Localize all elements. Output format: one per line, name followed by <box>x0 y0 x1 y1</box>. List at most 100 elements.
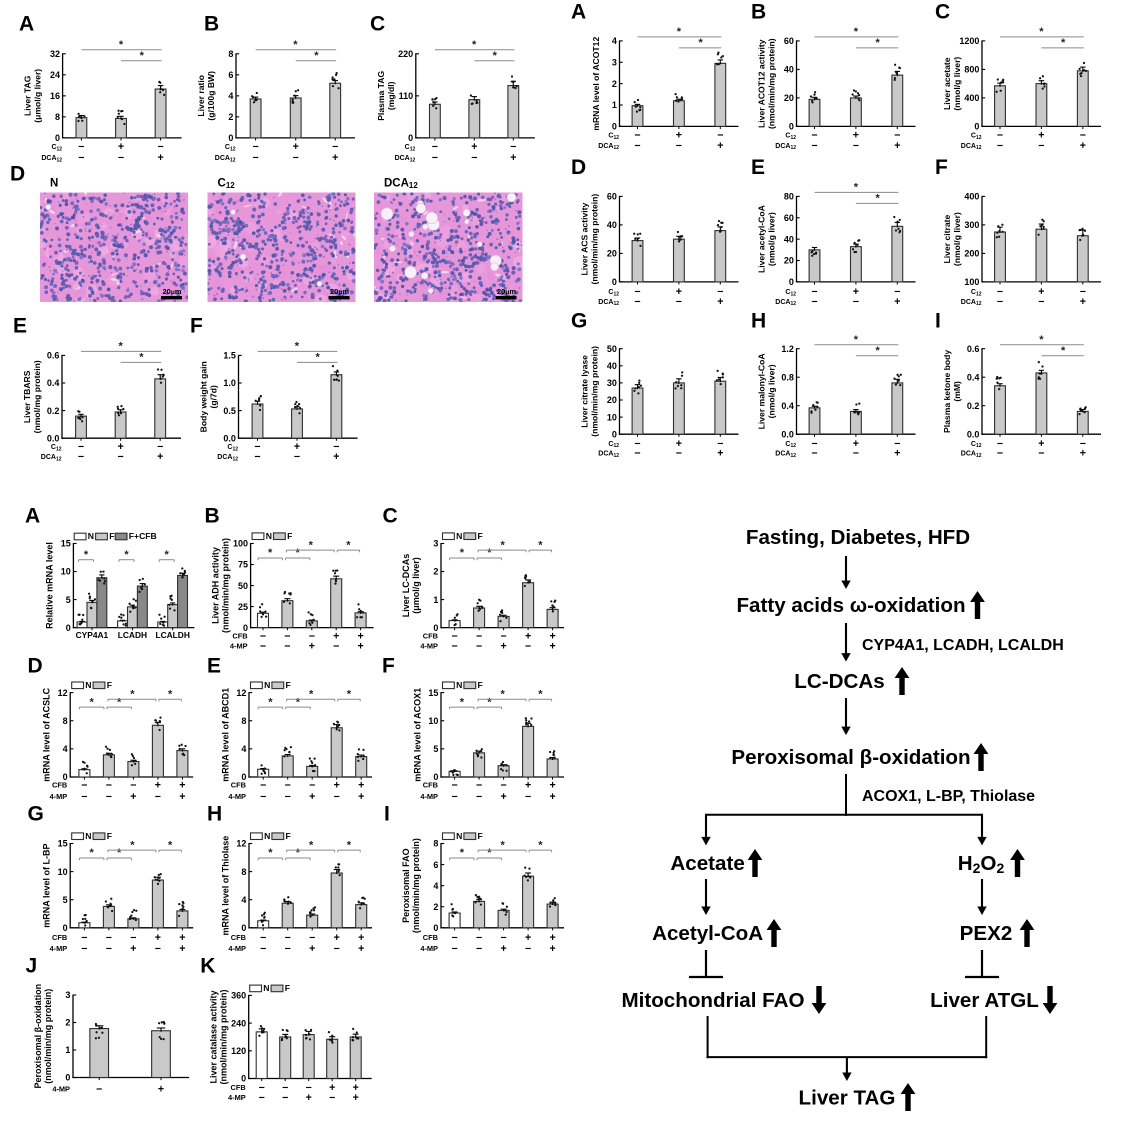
svg-text:20μm: 20μm <box>330 287 349 296</box>
svg-text:−: − <box>334 791 340 803</box>
svg-text:+: + <box>155 779 161 791</box>
svg-text:Fasting, Diabetes, HFD: Fasting, Diabetes, HFD <box>746 526 970 549</box>
svg-text:+: + <box>309 641 315 653</box>
svg-text:15: 15 <box>428 688 438 698</box>
svg-text:H: H <box>207 803 222 826</box>
svg-text:+: + <box>118 441 124 453</box>
svg-text:*: * <box>168 688 173 700</box>
svg-text:E: E <box>13 315 27 338</box>
svg-text:+: + <box>334 932 340 944</box>
svg-text:20μm: 20μm <box>163 287 182 296</box>
svg-text:C12: C12 <box>405 144 416 152</box>
svg-text:300: 300 <box>964 220 979 230</box>
svg-text:−: − <box>293 152 299 164</box>
svg-text:Liver acetyl-CoA: Liver acetyl-CoA <box>757 205 767 273</box>
svg-text:*: * <box>460 547 465 559</box>
svg-text:0.5: 0.5 <box>223 406 236 416</box>
svg-text:DCA12: DCA12 <box>598 143 619 151</box>
svg-text:0: 0 <box>63 923 68 933</box>
svg-text:−: − <box>476 943 482 955</box>
svg-text:CFB: CFB <box>423 933 438 942</box>
svg-text:+: + <box>1080 448 1086 460</box>
svg-text:F+CFB: F+CFB <box>129 531 157 541</box>
svg-text:0: 0 <box>55 133 60 143</box>
svg-text:+: + <box>717 140 723 152</box>
svg-text:12: 12 <box>58 688 68 698</box>
svg-text:Relative mRNA level: Relative mRNA level <box>45 542 55 629</box>
svg-text:15: 15 <box>58 839 68 849</box>
svg-text:F: F <box>286 680 291 690</box>
svg-text:+: + <box>676 438 682 450</box>
svg-text:−: − <box>997 140 1003 152</box>
svg-text:4-MP: 4-MP <box>230 642 248 651</box>
svg-text:200: 200 <box>964 249 979 259</box>
svg-text:+: + <box>358 641 364 653</box>
svg-text:−: − <box>811 140 817 152</box>
svg-text:−: − <box>510 141 516 153</box>
svg-text:60: 60 <box>784 36 794 46</box>
svg-text:−: − <box>285 779 291 791</box>
svg-text:0.0: 0.0 <box>47 433 60 443</box>
svg-text:−: − <box>501 630 507 642</box>
svg-text:+: + <box>1080 140 1086 152</box>
svg-text:*: * <box>347 839 352 851</box>
svg-text:400: 400 <box>964 93 979 103</box>
svg-text:CFB: CFB <box>231 933 246 942</box>
svg-text:−: − <box>432 152 438 164</box>
svg-text:CFB: CFB <box>232 631 247 640</box>
svg-text:(μmol/g liver): (μmol/g liver) <box>411 557 421 614</box>
svg-text:(nmol/min/mg protein): (nmol/min/mg protein) <box>411 838 421 933</box>
svg-text:(nmol/mg protein): (nmol/mg protein) <box>32 360 42 433</box>
svg-text:F: F <box>107 680 112 690</box>
svg-text:N: N <box>50 178 58 190</box>
svg-text:Liver TAG: Liver TAG <box>23 75 33 116</box>
svg-text:*: * <box>124 549 129 561</box>
svg-text:0.4: 0.4 <box>781 401 794 411</box>
svg-text:DCA12: DCA12 <box>775 143 796 151</box>
svg-text:CFB: CFB <box>423 780 438 789</box>
svg-text:−: − <box>676 140 682 152</box>
svg-text:0.8: 0.8 <box>781 372 794 382</box>
svg-text:DCA12: DCA12 <box>775 451 796 459</box>
svg-text:+: + <box>550 791 556 803</box>
svg-text:−: − <box>285 791 291 803</box>
svg-text:C12: C12 <box>971 132 982 140</box>
svg-text:1.0: 1.0 <box>223 378 236 388</box>
svg-text:F: F <box>190 315 203 338</box>
svg-text:120: 120 <box>231 1046 246 1056</box>
svg-text:CFB: CFB <box>52 933 67 942</box>
svg-text:8: 8 <box>228 49 233 59</box>
svg-text:60: 60 <box>784 213 794 223</box>
svg-text:*: * <box>314 50 319 62</box>
svg-text:1: 1 <box>433 595 438 605</box>
svg-text:−: − <box>254 441 260 453</box>
svg-text:Fatty acids ω-oxidation: Fatty acids ω-oxidation <box>736 594 965 617</box>
svg-text:*: * <box>854 26 859 38</box>
svg-text:N: N <box>266 531 272 541</box>
svg-text:20: 20 <box>784 93 794 103</box>
svg-text:N: N <box>456 531 462 541</box>
svg-text:3: 3 <box>65 990 70 1000</box>
svg-text:Peroxisomal FAO: Peroxisomal FAO <box>401 848 411 923</box>
svg-text:C12: C12 <box>227 444 238 452</box>
svg-text:−: − <box>309 779 315 791</box>
svg-text:+: + <box>550 630 556 642</box>
svg-text:−: − <box>853 140 859 152</box>
svg-text:−: − <box>634 296 640 308</box>
svg-text:−: − <box>155 943 161 955</box>
svg-text:0: 0 <box>789 277 794 287</box>
svg-text:DCA12: DCA12 <box>41 155 62 163</box>
svg-text:*: * <box>165 549 170 561</box>
svg-text:+: + <box>158 1084 164 1096</box>
svg-text:6: 6 <box>433 860 438 870</box>
svg-text:*: * <box>487 847 492 859</box>
svg-text:mRNA level of Thiolase: mRNA level of Thiolase <box>220 836 230 936</box>
svg-text:−: − <box>118 152 124 164</box>
svg-text:F: F <box>478 680 483 690</box>
svg-text:−: − <box>1080 438 1086 450</box>
svg-text:0: 0 <box>243 623 248 633</box>
svg-text:−: − <box>1038 448 1044 460</box>
svg-text:20μm: 20μm <box>497 287 516 296</box>
svg-text:*: * <box>472 39 477 51</box>
svg-text:Liver TBARS: Liver TBARS <box>22 370 32 423</box>
